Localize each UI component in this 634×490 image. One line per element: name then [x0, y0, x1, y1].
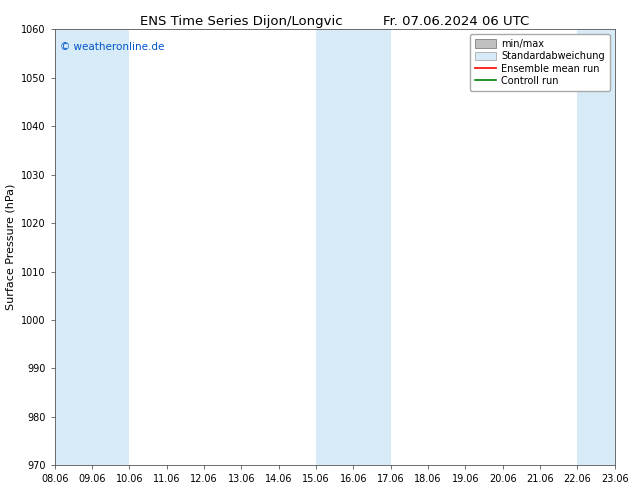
Text: © weatheronline.de: © weatheronline.de	[60, 42, 165, 52]
Legend: min/max, Standardabweichung, Ensemble mean run, Controll run: min/max, Standardabweichung, Ensemble me…	[470, 34, 610, 91]
Bar	[578, 29, 614, 465]
Y-axis label: Surface Pressure (hPa): Surface Pressure (hPa)	[6, 184, 16, 311]
Bar	[316, 29, 391, 465]
Text: Fr. 07.06.2024 06 UTC: Fr. 07.06.2024 06 UTC	[384, 15, 529, 28]
Bar	[55, 29, 129, 465]
Text: ENS Time Series Dijon/Longvic: ENS Time Series Dijon/Longvic	[139, 15, 342, 28]
